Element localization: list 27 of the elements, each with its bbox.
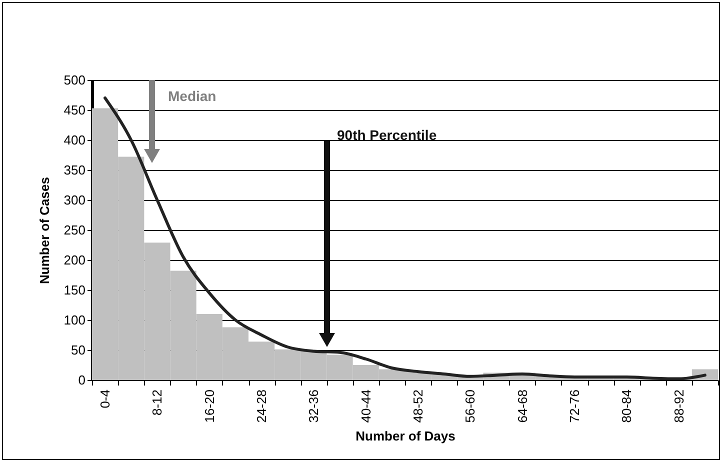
x-tick-label: 8-12 bbox=[150, 390, 165, 416]
x-axis-title: Number of Days bbox=[356, 428, 456, 444]
y-tick-label: 0 bbox=[78, 372, 86, 388]
y-tick-label: 100 bbox=[64, 312, 86, 328]
y-tick-label: 500 bbox=[64, 72, 86, 88]
x-tick-label: 0-4 bbox=[98, 390, 113, 408]
x-tick-label: 24-28 bbox=[254, 390, 270, 423]
x-tick-label: 48-52 bbox=[410, 390, 426, 423]
y-tick-label: 350 bbox=[64, 162, 86, 178]
x-tick-label: 72-76 bbox=[567, 390, 582, 423]
y-axis-title: Number of Cases bbox=[36, 177, 52, 284]
y-tick-label: 200 bbox=[64, 252, 86, 268]
x-tick-label: 88-92 bbox=[671, 390, 686, 423]
y-tick-label: 400 bbox=[64, 132, 86, 148]
x-tick-label: 16-20 bbox=[202, 390, 217, 423]
x-tick-label: 32-36 bbox=[306, 390, 322, 423]
x-tick-label: 40-44 bbox=[358, 390, 374, 423]
annotation: Median bbox=[168, 88, 216, 104]
annotation: 90th Percentile bbox=[337, 127, 437, 143]
y-tick-label: 300 bbox=[64, 192, 86, 208]
y-tick-label: 150 bbox=[64, 282, 86, 298]
x-tick-label: 56-60 bbox=[462, 390, 478, 423]
y-tick-label: 250 bbox=[64, 222, 86, 238]
y-tick-label: 50 bbox=[71, 342, 86, 358]
x-tick-label: 64-68 bbox=[514, 390, 530, 423]
y-tick-label: 450 bbox=[64, 102, 86, 118]
x-tick-label: 80-84 bbox=[619, 390, 634, 423]
